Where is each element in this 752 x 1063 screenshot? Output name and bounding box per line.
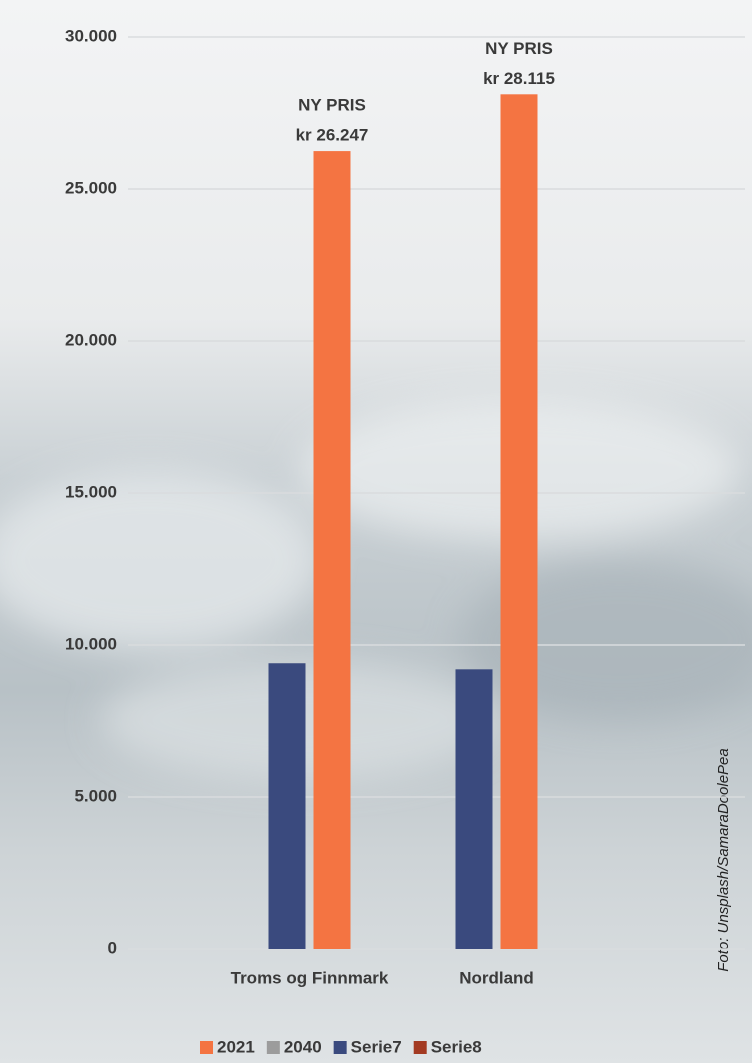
photo-credit: Foto: Unsplash/SamaraDoolePea [715, 748, 732, 971]
x-tick-label: Troms og Finnmark [231, 968, 389, 987]
value-label: kr 28.115 [483, 69, 555, 88]
value-label: kr 26.247 [296, 126, 369, 145]
y-tick-label: 0 [108, 938, 117, 957]
y-tick-label: 15.000 [65, 482, 117, 501]
annotation: NY PRIS [485, 39, 553, 58]
legend-label: Serie7 [351, 1037, 402, 1056]
y-tick-label: 20.000 [65, 330, 117, 349]
legend-label: 2040 [284, 1037, 322, 1056]
water-splash [0, 400, 752, 780]
bar [313, 151, 351, 950]
bar [455, 669, 493, 949]
bar [268, 663, 306, 949]
y-tick-label: 25.000 [65, 178, 117, 197]
legend-swatch [333, 1041, 347, 1054]
legend-label: 2021 [217, 1037, 255, 1056]
bar [500, 94, 538, 949]
y-tick-label: 30.000 [65, 26, 117, 45]
legend-label: Serie8 [431, 1037, 482, 1056]
legend-swatch [413, 1041, 427, 1054]
annotation: NY PRIS [298, 96, 366, 115]
y-tick-label: 5.000 [74, 786, 117, 805]
y-tick-label: 10.000 [65, 634, 117, 653]
legend-swatch [200, 1041, 213, 1054]
x-tick-label: Nordland [459, 968, 534, 987]
legend-swatch [266, 1041, 280, 1054]
